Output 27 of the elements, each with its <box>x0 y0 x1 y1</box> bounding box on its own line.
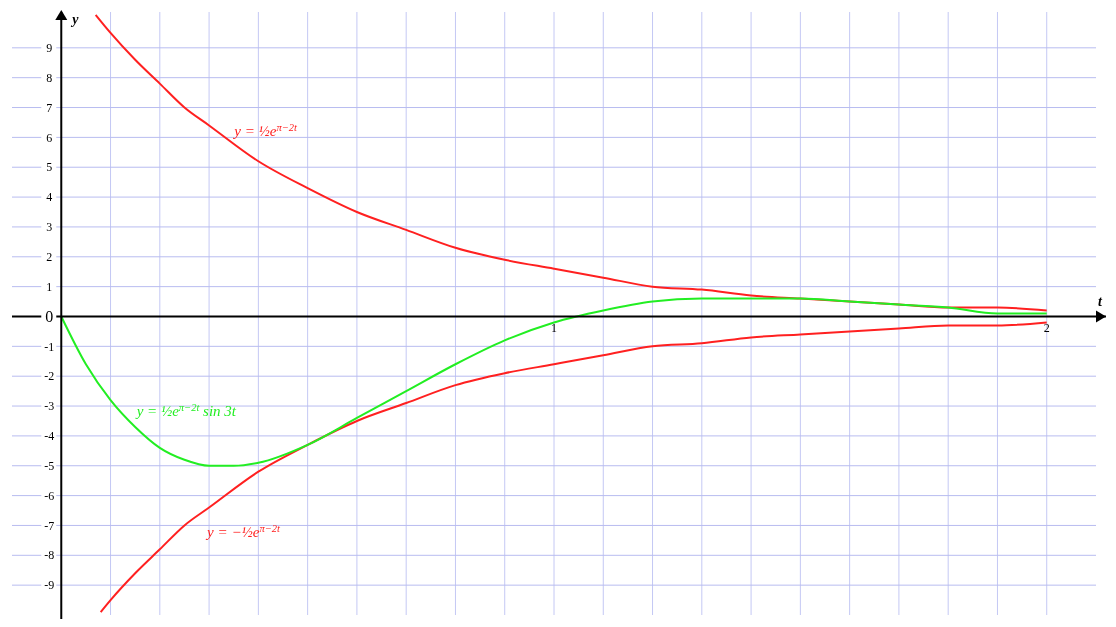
y-tick-label: 8 <box>46 70 53 85</box>
y-tick-label: -5 <box>44 458 55 473</box>
y-tick-label: -9 <box>44 578 55 593</box>
annotation: y = ½e$^{π−2t}$ sin 3t <box>134 401 237 420</box>
y-tick-label: -3 <box>44 399 55 414</box>
y-tick-label: 2 <box>46 249 53 264</box>
y-tick-label: 5 <box>46 160 53 175</box>
x-axis-title: t <box>1098 294 1104 310</box>
y-tick-label: -4 <box>44 429 55 444</box>
y-tick-label: 1 <box>46 279 53 294</box>
y-tick-label: 9 <box>46 41 53 56</box>
line-series <box>99 321 1048 614</box>
y-tick-label: 0 <box>45 308 54 326</box>
y-axis-title: y <box>70 12 80 27</box>
line-series <box>60 297 1048 467</box>
y-tick-label: -1 <box>44 339 55 354</box>
y-tick-label: -7 <box>44 518 55 533</box>
y-tick-label: 6 <box>46 130 53 145</box>
y-tick-label: -2 <box>44 369 55 384</box>
annotation: y = −½e$^{π−2t}$ <box>205 522 282 540</box>
y-tick-label: 3 <box>46 220 53 235</box>
y-tick-label: 7 <box>46 100 53 115</box>
y-tick-label: -6 <box>44 488 55 503</box>
y-tick-label: -8 <box>44 548 55 563</box>
line-series <box>94 13 1048 312</box>
annotation: y = ½e$^{π−2t}$ <box>232 121 298 139</box>
y-tick-label: 4 <box>46 190 53 205</box>
